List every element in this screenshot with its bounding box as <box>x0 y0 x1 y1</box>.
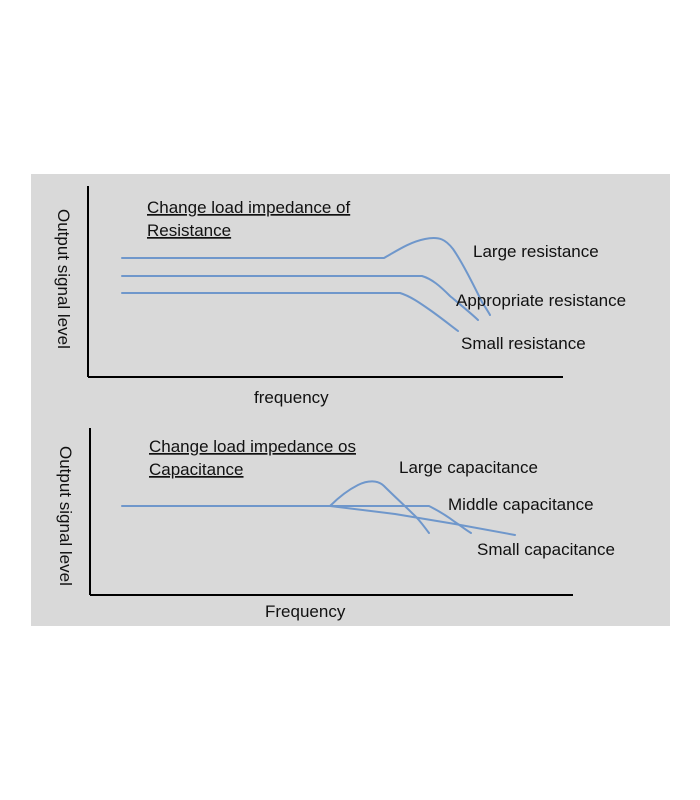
middle-capacitance-curve <box>329 505 472 534</box>
large-resistance-curve <box>121 237 491 316</box>
large-capacitance-label: Large capacitance <box>399 458 538 477</box>
small-resistance-curve <box>121 292 459 332</box>
top-chart-title-line1: Change load impedance of <box>147 198 350 217</box>
appropriate-resistance-curve <box>121 275 479 321</box>
top-chart-title-line2: Resistance <box>147 221 231 240</box>
large-resistance-label: Large resistance <box>473 242 599 261</box>
bottom-chart: Output signal level Frequency Change loa… <box>56 428 615 621</box>
bottom-chart-title-line1: Change load impedance os <box>149 437 356 456</box>
bottom-chart-title-line2: Capacitance <box>149 460 244 479</box>
middle-capacitance-label: Middle capacitance <box>448 495 594 514</box>
small-resistance-label: Small resistance <box>461 334 586 353</box>
appropriate-resistance-label: Appropriate resistance <box>456 291 626 310</box>
top-y-axis-label: Output signal level <box>54 209 73 349</box>
large-capacitance-curve <box>329 480 430 534</box>
top-x-axis-label: frequency <box>254 388 329 407</box>
top-chart: Output signal level frequency Change loa… <box>54 186 626 407</box>
bottom-y-axis-label: Output signal level <box>56 446 75 586</box>
diagram-panel <box>31 174 670 626</box>
small-capacitance-curve <box>329 505 516 536</box>
bottom-x-axis-label: Frequency <box>265 602 346 621</box>
small-capacitance-label: Small capacitance <box>477 540 615 559</box>
